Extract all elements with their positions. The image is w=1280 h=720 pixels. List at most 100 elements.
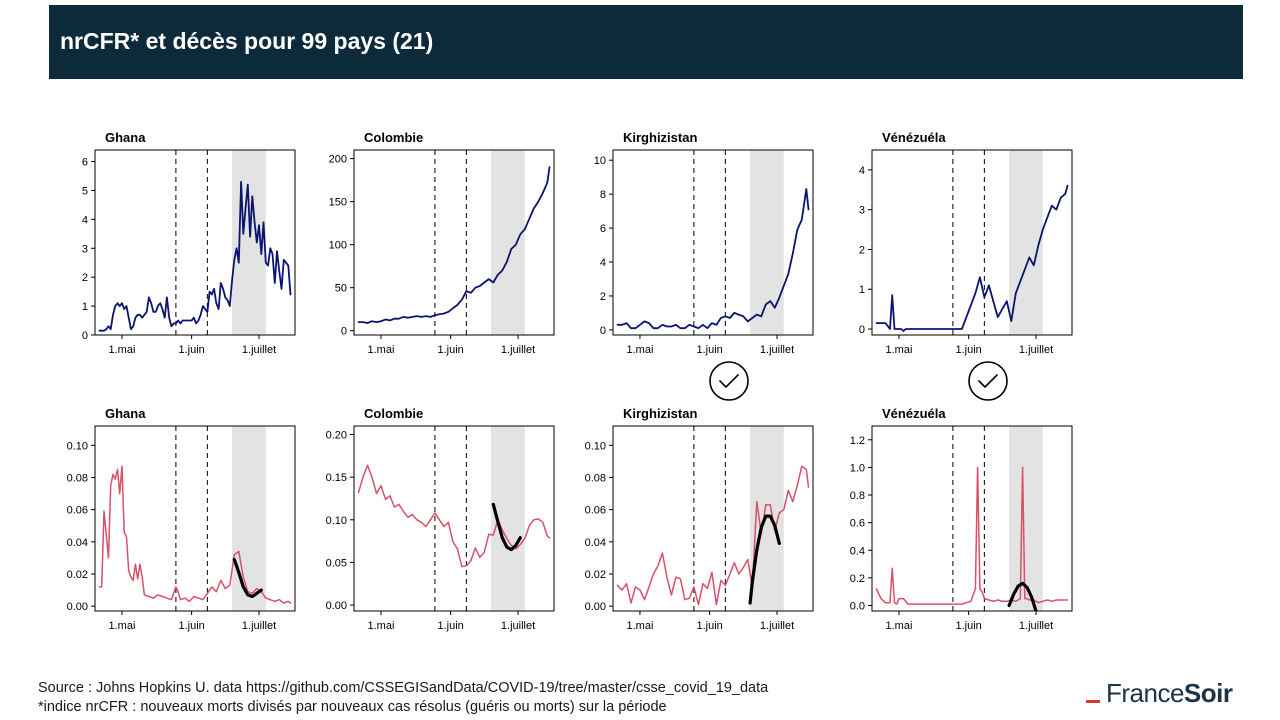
x-tick-label: 1.juillet bbox=[242, 620, 276, 632]
logo-text-soir: Soir bbox=[1183, 678, 1233, 708]
panel-title: Ghana bbox=[105, 406, 146, 421]
x-tick-label: 1.juillet bbox=[760, 344, 794, 356]
x-tick-label: 1.juin bbox=[437, 344, 463, 356]
x-tick-label: 1.juillet bbox=[242, 344, 276, 356]
y-tick-label: 0.0 bbox=[850, 600, 865, 612]
francesoir-logo: FranceSoir bbox=[1086, 678, 1233, 709]
y-tick-label: 4 bbox=[859, 165, 865, 177]
page-title: nrCFR* et décès pour 99 pays (21) bbox=[60, 28, 434, 54]
plot-frame bbox=[94, 425, 296, 612]
y-tick-label: 0.4 bbox=[850, 545, 865, 557]
fit-curve bbox=[491, 502, 522, 552]
series-line bbox=[98, 465, 292, 604]
x-tick-label: 1.juillet bbox=[1019, 620, 1053, 632]
y-tick-label: 0 bbox=[82, 330, 88, 342]
y-tick-label: 0.04 bbox=[585, 537, 606, 549]
check-circle-icon bbox=[709, 361, 749, 401]
x-tick-label: 1.juillet bbox=[501, 620, 535, 632]
highlight-band bbox=[232, 426, 266, 611]
chart-panel-nrCFR-3: Kirghizistan 0.00 0.02 0.04 0.06 0.08 0.10 1.ma… bbox=[585, 406, 814, 632]
y-tick-label: 0.00 bbox=[67, 601, 88, 613]
x-tick-label: 1.mai bbox=[368, 344, 395, 356]
y-tick-label: 0.10 bbox=[585, 440, 606, 452]
x-tick-label: 1.juillet bbox=[501, 344, 535, 356]
y-tick-label: 0.00 bbox=[326, 600, 347, 612]
y-tick-label: 10 bbox=[594, 155, 606, 167]
plot-frame bbox=[871, 149, 1073, 336]
x-tick-label: 1.mai bbox=[368, 620, 395, 632]
chart-panel-nrCFR-4: Vénézuéla 0.0 0.2 0.4 0.6 0.8 1.0 1.2 1.mai 1.jui… bbox=[850, 406, 1073, 632]
x-tick-label: 1.juin bbox=[696, 344, 722, 356]
panel-title: Kirghizistan bbox=[623, 406, 697, 421]
y-tick-label: 0.2 bbox=[850, 573, 865, 585]
panel-title: Ghana bbox=[105, 130, 146, 145]
y-tick-label: 0.06 bbox=[585, 505, 606, 517]
y-tick-label: 50 bbox=[335, 283, 347, 295]
y-tick-label: 0.02 bbox=[585, 569, 606, 581]
x-tick-label: 1.mai bbox=[109, 344, 136, 356]
y-tick-label: 0 bbox=[341, 326, 347, 338]
x-tick-label: 1.mai bbox=[627, 344, 654, 356]
x-tick-label: 1.juin bbox=[955, 620, 981, 632]
y-tick-label: 0.00 bbox=[585, 601, 606, 613]
x-tick-label: 1.juin bbox=[178, 344, 204, 356]
plot-frame bbox=[353, 149, 555, 336]
y-tick-label: 1 bbox=[859, 284, 865, 296]
y-tick-label: 0.10 bbox=[67, 440, 88, 452]
x-tick-label: 1.juillet bbox=[760, 620, 794, 632]
series-line bbox=[98, 180, 292, 332]
y-tick-label: 0.02 bbox=[67, 569, 88, 581]
x-tick-label: 1.juillet bbox=[1019, 344, 1053, 356]
y-tick-label: 0.06 bbox=[67, 505, 88, 517]
plot-frame bbox=[353, 425, 555, 612]
footer: Source : Johns Hopkins U. data https://g… bbox=[38, 679, 768, 717]
x-tick-label: 1.mai bbox=[886, 620, 913, 632]
plot-frame bbox=[612, 425, 814, 612]
series-line bbox=[357, 166, 551, 324]
x-tick-label: 1.juin bbox=[437, 620, 463, 632]
plot-frame bbox=[871, 425, 1073, 612]
source-note: Source : Johns Hopkins U. data https://g… bbox=[38, 680, 769, 696]
y-tick-label: 4 bbox=[600, 257, 606, 269]
title-bar: nrCFR* et décès pour 99 pays (21) bbox=[49, 5, 1243, 79]
x-tick-label: 1.juin bbox=[696, 620, 722, 632]
y-tick-label: 0.6 bbox=[850, 518, 865, 530]
x-tick-label: 1.mai bbox=[627, 620, 654, 632]
y-tick-label: 0.08 bbox=[67, 472, 88, 484]
y-tick-label: 3 bbox=[82, 243, 88, 255]
chart-panel-nrCFR-2: Colombie 0.00 0.05 0.10 0.15 0.20 1.mai 1.juin 1… bbox=[326, 406, 555, 632]
y-tick-label: 0.04 bbox=[67, 537, 88, 549]
series-line bbox=[875, 184, 1069, 332]
plot-frame bbox=[94, 149, 296, 336]
y-tick-label: 150 bbox=[329, 197, 347, 209]
y-tick-label: 0.08 bbox=[585, 472, 606, 484]
y-tick-label: 3 bbox=[859, 205, 865, 217]
series-line bbox=[616, 465, 810, 606]
y-tick-label: 1.2 bbox=[850, 435, 865, 447]
series-line bbox=[357, 464, 551, 568]
y-tick-label: 0.10 bbox=[326, 515, 347, 527]
chart-panel-deaths-4: Vénézuéla 0 1 2 3 4 1.mai 1.juin 1.juillet bbox=[859, 130, 1073, 401]
logo-text-france: France bbox=[1106, 678, 1184, 708]
chart-panel-deaths-3: Kirghizistan 0 2 4 6 8 10 1.mai 1.juin 1.juillet bbox=[594, 130, 814, 401]
y-tick-label: 0.05 bbox=[326, 557, 347, 569]
y-tick-label: 0 bbox=[600, 325, 606, 337]
y-tick-label: 200 bbox=[329, 154, 347, 166]
x-tick-label: 1.juin bbox=[178, 620, 204, 632]
y-tick-label: 1.0 bbox=[850, 462, 865, 474]
x-tick-label: 1.mai bbox=[886, 344, 913, 356]
y-tick-label: 0.20 bbox=[326, 430, 347, 442]
y-tick-label: 4 bbox=[82, 214, 88, 226]
y-tick-label: 1 bbox=[82, 301, 88, 313]
highlight-band bbox=[491, 150, 525, 335]
panel-title: Vénézuéla bbox=[882, 406, 946, 421]
chart-panel-nrCFR-1: Ghana 0.00 0.02 0.04 0.06 0.08 0.10 1.mai 1.juin… bbox=[67, 406, 296, 632]
plot-frame bbox=[612, 149, 814, 336]
check-circle-icon bbox=[968, 361, 1008, 401]
fit-curve bbox=[232, 557, 263, 599]
highlight-band bbox=[1009, 426, 1043, 611]
y-tick-label: 2 bbox=[859, 244, 865, 256]
y-tick-label: 2 bbox=[82, 272, 88, 284]
chart-panel-deaths-1: Ghana 0 1 2 3 4 5 6 1.mai 1.juin 1.juillet bbox=[82, 130, 296, 356]
